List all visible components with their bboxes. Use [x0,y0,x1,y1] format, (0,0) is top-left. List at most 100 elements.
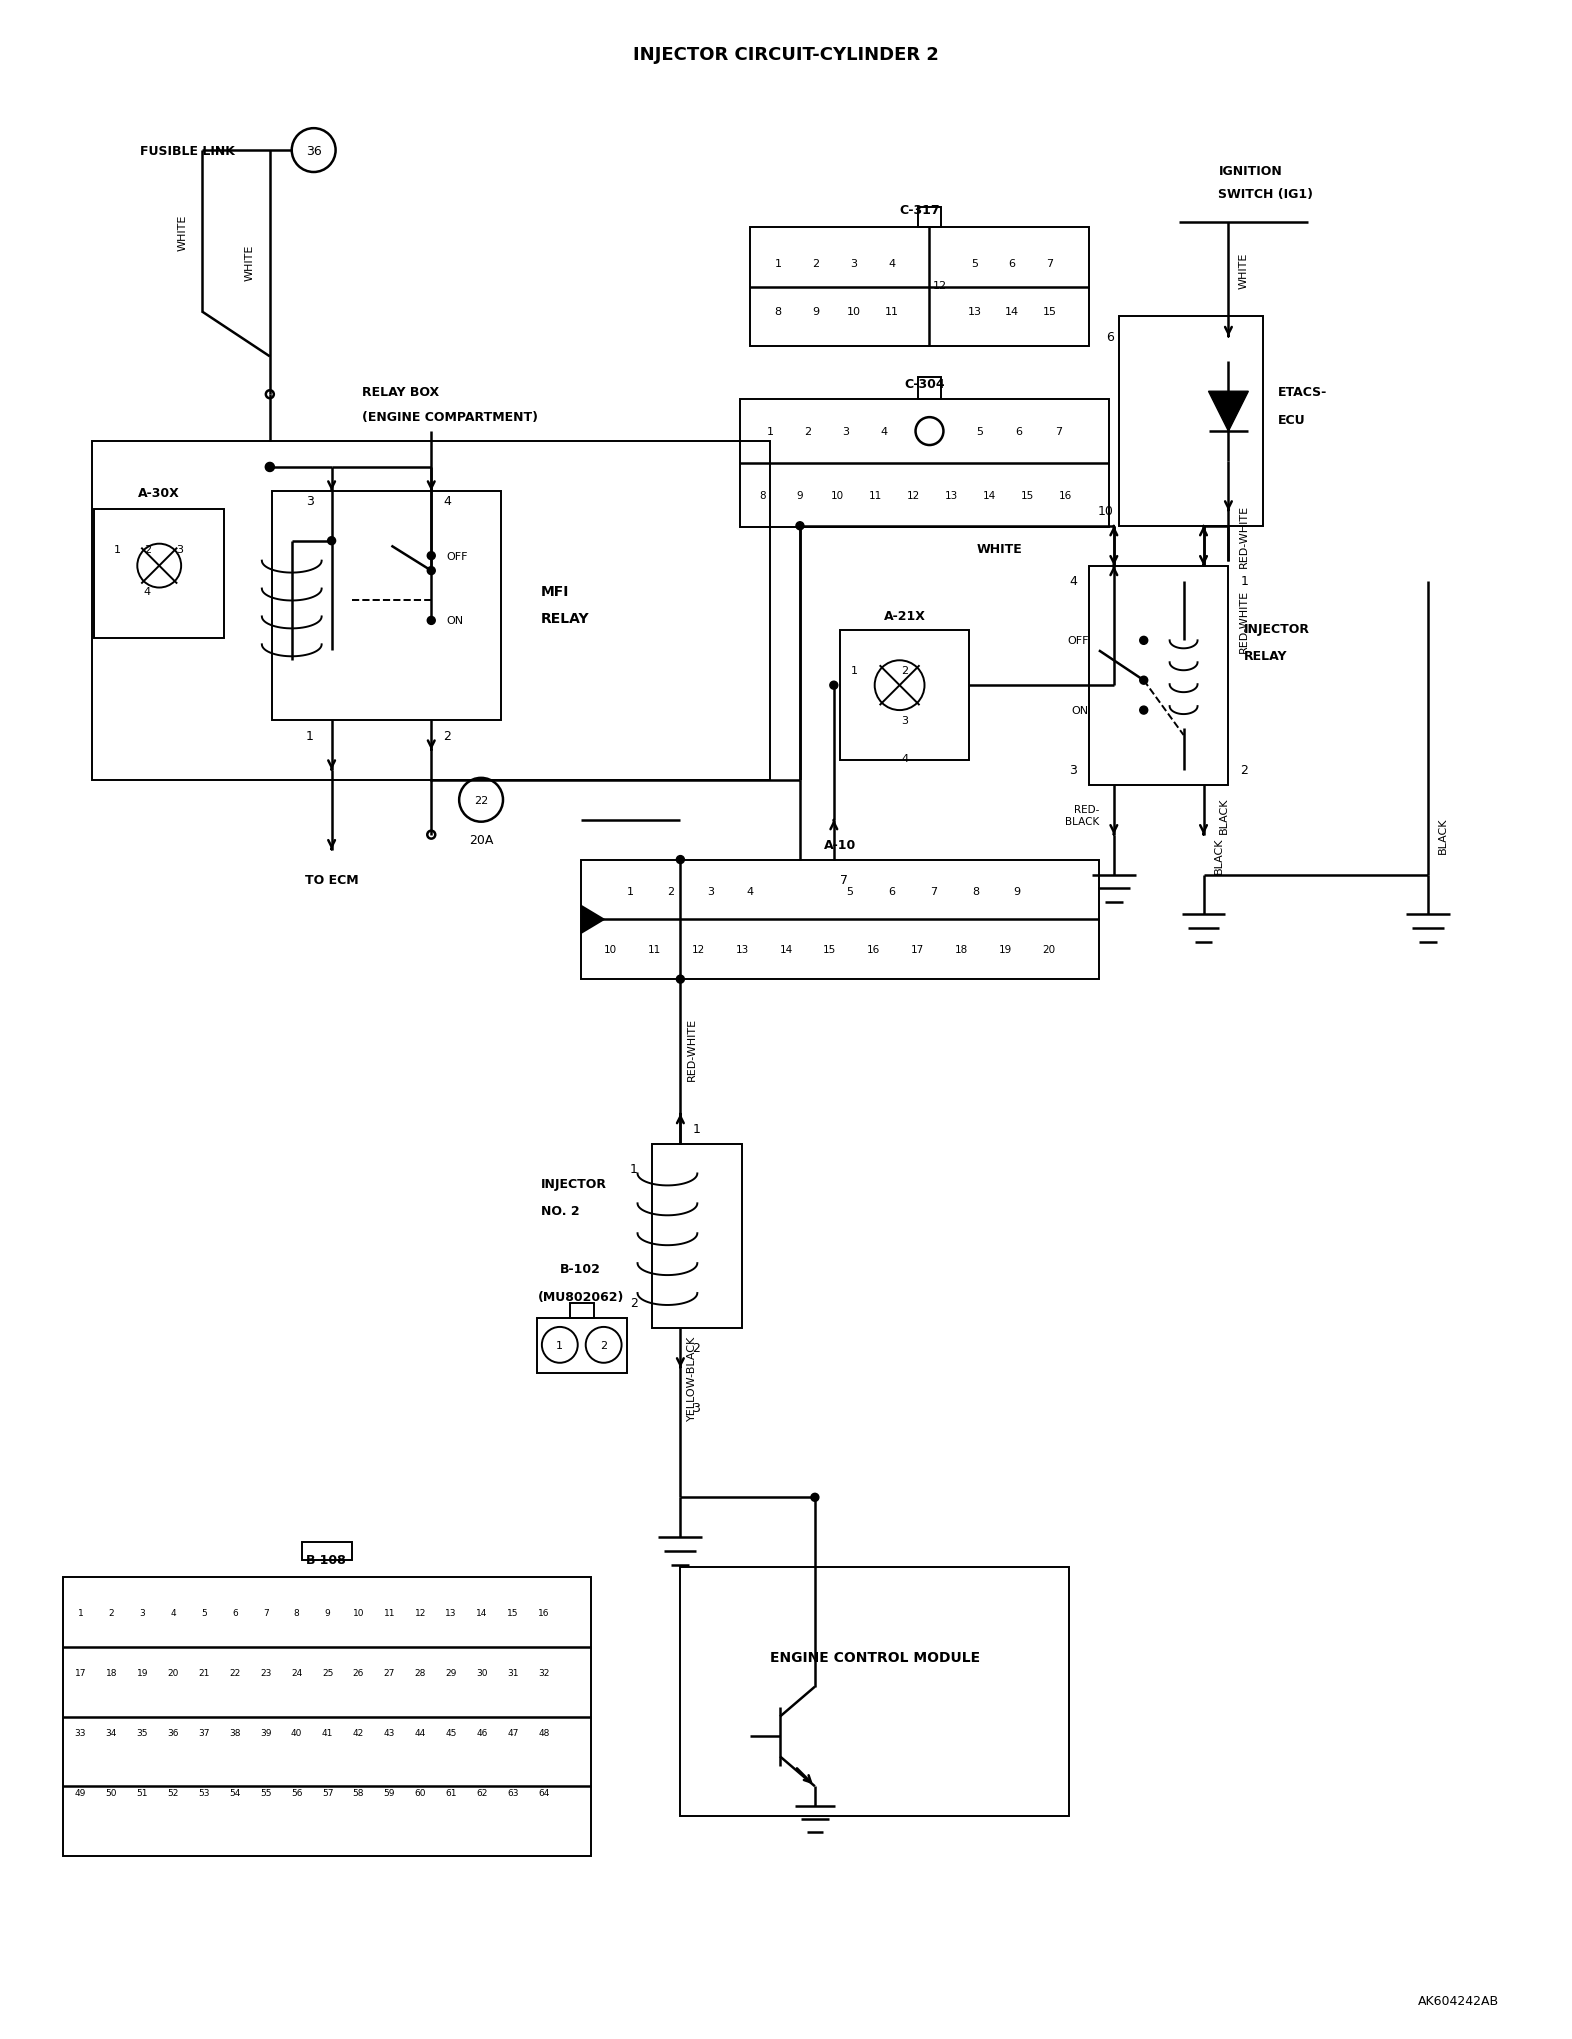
Circle shape [676,856,684,865]
Text: 2: 2 [1240,765,1248,777]
Text: ETACS-: ETACS- [1278,385,1327,398]
Text: 9: 9 [325,1609,330,1617]
Text: 1: 1 [852,667,858,675]
Text: 15: 15 [824,944,836,954]
Text: 35: 35 [137,1729,148,1737]
Text: BLACK: BLACK [1218,797,1228,834]
Text: A-21X: A-21X [883,610,926,622]
Text: 32: 32 [538,1668,550,1678]
Text: 4: 4 [170,1609,176,1617]
Text: 26: 26 [352,1668,365,1678]
Text: 1: 1 [630,1162,638,1174]
Text: 16: 16 [538,1609,550,1617]
Text: 56: 56 [291,1788,302,1796]
Text: 2: 2 [667,887,674,897]
Text: OFF: OFF [1067,636,1089,646]
Text: 24: 24 [291,1668,302,1678]
Text: 4: 4 [143,587,151,595]
Text: 11: 11 [869,491,882,502]
Polygon shape [580,905,605,934]
Text: 1: 1 [77,1609,83,1617]
Text: 2: 2 [630,1297,638,1309]
Text: 4: 4 [880,426,887,436]
Text: 7: 7 [1047,259,1053,269]
Text: 6: 6 [1009,259,1016,269]
Text: 3: 3 [176,544,184,555]
Text: ON: ON [1072,705,1089,716]
Text: 15: 15 [508,1609,519,1617]
Bar [94,510,223,638]
Text: 13: 13 [445,1609,457,1617]
Text: 31: 31 [508,1668,519,1678]
Text: 58: 58 [352,1788,365,1796]
Text: 48: 48 [538,1729,550,1737]
Bar [302,1541,352,1560]
Text: RED-
BLACK: RED- BLACK [1064,805,1099,826]
Text: 49: 49 [75,1788,86,1796]
Text: 6: 6 [1016,426,1023,436]
Text: 11: 11 [648,944,662,954]
Text: 17: 17 [75,1668,86,1678]
Bar [750,228,1089,347]
Text: 59: 59 [384,1788,395,1796]
Text: FUSIBLE LINK: FUSIBLE LINK [140,145,236,157]
Text: INJECTOR: INJECTOR [541,1177,607,1191]
Circle shape [266,463,274,471]
Text: RED-WHITE: RED-WHITE [1239,589,1248,652]
Text: IGNITION: IGNITION [1218,165,1283,177]
Text: RELAY: RELAY [1243,650,1287,663]
Text: 4: 4 [888,259,894,269]
Text: 39: 39 [259,1729,272,1737]
Text: 12: 12 [932,281,946,290]
Text: 3: 3 [850,259,857,269]
Bar [93,442,770,781]
Text: RED-WHITE: RED-WHITE [687,1017,698,1081]
Text: 18: 18 [105,1668,118,1678]
Text: 2: 2 [108,1609,115,1617]
Text: 8: 8 [294,1609,300,1617]
Text: 2: 2 [901,667,909,675]
Text: 1: 1 [556,1340,563,1350]
Text: 8: 8 [759,491,766,502]
Text: 30: 30 [476,1668,487,1678]
Text: 6: 6 [888,887,894,897]
Text: ECU: ECU [1278,414,1306,426]
Circle shape [428,618,435,626]
Text: 6: 6 [1107,330,1115,345]
Text: 40: 40 [291,1729,302,1737]
Circle shape [811,1495,819,1501]
Bar [569,1303,594,1319]
Text: 9: 9 [797,491,803,502]
Text: 19: 19 [998,944,1012,954]
Text: 28: 28 [415,1668,426,1678]
Text: OFF: OFF [446,551,468,561]
Text: 1: 1 [113,544,121,555]
Text: 20: 20 [168,1668,179,1678]
Text: 1: 1 [627,887,634,897]
Text: INJECTOR: INJECTOR [1243,622,1309,636]
Text: 4: 4 [1069,575,1077,587]
Text: BLACK: BLACK [1438,818,1448,854]
Text: 50: 50 [105,1788,118,1796]
Text: 16: 16 [1058,491,1072,502]
Text: 9: 9 [813,306,819,316]
Text: RELAY BOX: RELAY BOX [362,385,439,398]
Text: 3: 3 [843,426,849,436]
Text: YELLOW-BLACK: YELLOW-BLACK [687,1336,698,1421]
Bar [1089,567,1228,785]
Text: 5: 5 [971,259,978,269]
Text: 47: 47 [508,1729,519,1737]
Text: 2: 2 [601,1340,607,1350]
Text: BLACK: BLACK [1214,836,1223,873]
Text: RELAY: RELAY [541,612,590,626]
Text: 15: 15 [1044,306,1056,316]
Text: (MU802062): (MU802062) [538,1291,624,1303]
Text: 10: 10 [847,306,861,316]
Bar [839,630,970,761]
Text: 10: 10 [604,944,618,954]
Text: SWITCH (IG1): SWITCH (IG1) [1218,188,1314,202]
Text: 13: 13 [967,306,981,316]
Text: 2: 2 [143,544,151,555]
Text: 57: 57 [322,1788,333,1796]
Text: 27: 27 [384,1668,395,1678]
